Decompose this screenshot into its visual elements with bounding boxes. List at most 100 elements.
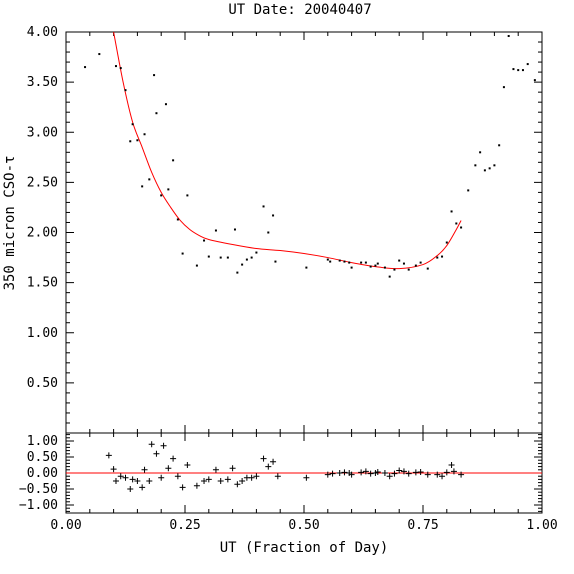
data-point	[517, 69, 520, 72]
residual-point	[158, 474, 165, 481]
residual-point	[341, 469, 348, 476]
data-point	[153, 74, 156, 77]
residual-point	[179, 484, 186, 491]
residual-point	[348, 471, 355, 478]
residual-point	[400, 468, 407, 475]
residual-point	[362, 468, 369, 475]
x-tick-labels: 0.00 0.25 0.50 0.75 1.00	[50, 518, 557, 533]
residual-point	[165, 465, 172, 472]
y-tick-label: 3.00	[27, 125, 58, 140]
residual-point	[117, 473, 124, 480]
residual-y-tick-labels: −1.00−0.500.000.501.00	[19, 434, 58, 513]
x-axis-label: UT (Fraction of Day)	[220, 540, 389, 556]
data-point	[226, 256, 229, 259]
residual-point	[374, 469, 381, 476]
residual-point	[129, 476, 136, 483]
residual-point	[224, 476, 231, 483]
data-point	[398, 259, 401, 262]
data-point	[141, 185, 144, 188]
data-point	[98, 53, 101, 56]
data-point	[460, 226, 463, 229]
data-point	[474, 164, 477, 167]
data-point	[498, 144, 501, 147]
data-point	[233, 228, 236, 231]
data-point	[329, 260, 332, 263]
residual-point	[139, 484, 146, 491]
data-point	[348, 261, 351, 264]
data-point	[445, 241, 448, 244]
data-point	[388, 275, 391, 278]
residual-point	[391, 470, 398, 477]
data-point	[267, 231, 270, 234]
residual-point	[105, 452, 112, 459]
data-point	[521, 69, 524, 72]
residual-point	[458, 471, 465, 478]
data-point	[262, 205, 265, 208]
data-point	[338, 259, 341, 262]
residual-y-tick-label: 0.50	[27, 450, 58, 465]
residual-point	[146, 478, 153, 484]
data-point	[255, 251, 258, 254]
residual-point	[234, 481, 241, 488]
residual-point	[160, 442, 167, 449]
data-point	[250, 256, 253, 259]
data-point	[219, 256, 222, 259]
data-point	[450, 210, 453, 213]
y-tick-label: 0.50	[27, 376, 58, 391]
y-tick-label: 1.00	[27, 326, 58, 341]
residual-point	[443, 469, 450, 476]
data-points	[84, 35, 536, 278]
data-point	[181, 252, 184, 255]
data-point	[383, 266, 386, 269]
data-point	[350, 266, 353, 269]
residual-point	[212, 466, 219, 473]
data-point	[131, 123, 134, 126]
residual-plot-panel: −1.00−0.500.000.501.00	[19, 432, 543, 514]
data-point	[374, 264, 377, 267]
residual-point	[417, 469, 424, 476]
residual-point	[367, 470, 374, 477]
residual-point	[253, 473, 260, 480]
y-tick-label: 2.00	[27, 226, 58, 241]
data-point	[426, 267, 429, 270]
data-point	[136, 139, 139, 142]
residual-point	[217, 478, 224, 484]
data-point	[512, 68, 515, 71]
residual-point	[193, 482, 200, 489]
data-point	[436, 256, 439, 259]
data-point	[479, 151, 482, 154]
data-point	[164, 103, 167, 106]
data-point	[407, 268, 410, 271]
residual-point	[239, 478, 246, 484]
data-point	[402, 262, 405, 265]
data-point	[176, 218, 179, 221]
y-tick-label: 3.50	[27, 75, 58, 90]
residual-point	[229, 465, 236, 472]
data-point	[236, 271, 239, 274]
residual-y-tick-label: −1.00	[19, 498, 58, 513]
residual-y-tick-label: 0.00	[27, 466, 58, 481]
data-point	[155, 112, 158, 115]
data-point	[393, 268, 396, 271]
residual-point	[396, 467, 403, 474]
residual-point	[448, 462, 455, 468]
residual-point	[201, 478, 208, 484]
data-point	[507, 35, 510, 38]
residual-point	[260, 455, 267, 462]
data-point	[305, 266, 308, 269]
residual-point	[127, 486, 134, 492]
main-y-tick-labels: 0.50 1.00 1.50 2.00 2.50 3.00 3.50 4.00	[27, 25, 58, 391]
residual-points	[105, 441, 465, 492]
data-point	[488, 167, 491, 170]
data-point	[241, 263, 244, 266]
residual-point	[170, 455, 177, 462]
main-plot-panel: 0.50 1.00 1.50 2.00 2.50 3.00 3.50 4.00	[27, 25, 543, 434]
data-point	[124, 89, 127, 92]
main-ticks	[65, 31, 543, 434]
residual-point	[424, 471, 431, 478]
data-point	[467, 189, 470, 192]
chart-title: UT Date: 20040407	[228, 2, 371, 18]
residual-point	[324, 471, 331, 478]
main-plot-frame	[65, 31, 543, 434]
